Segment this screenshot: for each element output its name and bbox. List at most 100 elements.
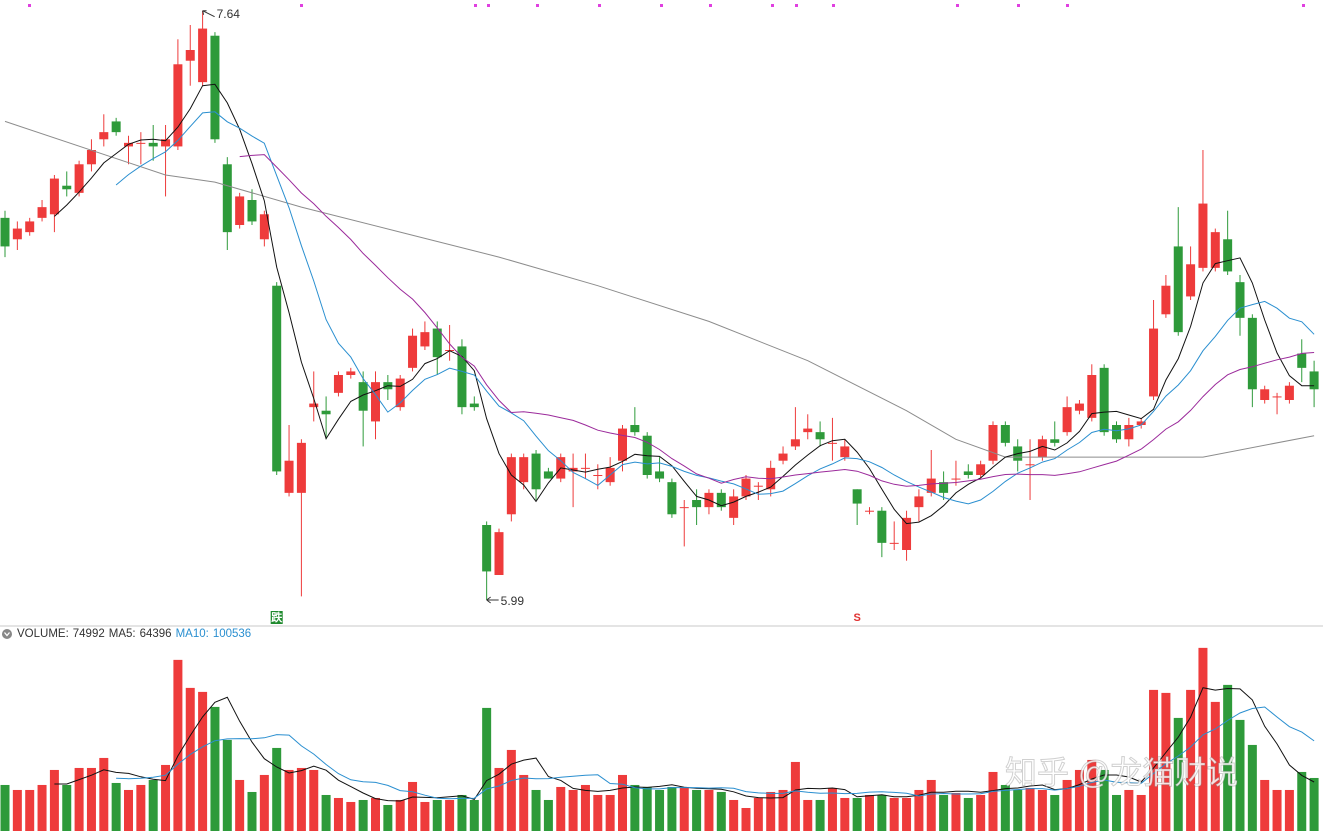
volume-bar xyxy=(840,797,850,831)
candle-body xyxy=(1198,203,1208,268)
volume-bar xyxy=(655,789,665,831)
candle-body xyxy=(358,382,368,411)
candle-body xyxy=(222,164,232,233)
volume-bar xyxy=(198,691,208,831)
candle-body xyxy=(531,453,541,490)
candle-body xyxy=(790,439,800,447)
candle-body xyxy=(25,221,35,233)
volume-bar xyxy=(1062,779,1072,831)
candle-body xyxy=(729,496,739,518)
candle-body xyxy=(519,457,529,483)
volume-bar xyxy=(1223,684,1233,831)
volume-bar xyxy=(371,797,380,831)
volume-bar xyxy=(1013,789,1023,831)
candle-body xyxy=(136,142,146,144)
volume-bar xyxy=(469,799,479,831)
volume-bar xyxy=(778,789,788,831)
candle-body xyxy=(371,382,380,422)
candle-body xyxy=(37,207,47,218)
volume-bar xyxy=(408,781,418,831)
low-annotation: 5.99 xyxy=(501,594,525,608)
volume-bar xyxy=(753,797,763,831)
candle-body xyxy=(1136,421,1146,425)
volume-bar xyxy=(988,771,998,831)
volume-bar xyxy=(0,784,10,831)
volume-bar xyxy=(865,794,874,831)
candle-body xyxy=(1247,317,1257,390)
candle-body xyxy=(1284,385,1294,400)
candle-body xyxy=(161,139,171,147)
candle-body xyxy=(259,214,269,240)
volume-bar xyxy=(12,789,22,831)
candle-body xyxy=(630,425,640,433)
candle-body xyxy=(840,446,850,458)
moving-average xyxy=(115,111,1315,505)
volume-bar xyxy=(136,784,146,831)
volume-bar xyxy=(185,687,195,831)
volume-bar xyxy=(148,779,158,831)
legend-name: MA5: xyxy=(109,628,136,640)
candle-body xyxy=(49,178,59,215)
candle-body xyxy=(593,475,603,476)
volume-bar xyxy=(951,792,961,831)
candle-body xyxy=(1272,396,1282,398)
candle-body xyxy=(741,478,751,497)
annotation-arrow xyxy=(202,10,215,18)
volume-bar xyxy=(210,706,220,831)
candle-body xyxy=(432,328,442,358)
volume-bar xyxy=(346,801,356,831)
volume-bar xyxy=(247,791,257,831)
volume-bar xyxy=(1198,647,1208,831)
candle-body xyxy=(1260,389,1270,400)
candle-body xyxy=(346,371,356,375)
volume-bar xyxy=(580,784,590,831)
candle-body xyxy=(852,489,862,504)
candle-body xyxy=(1087,375,1097,418)
candle-body xyxy=(1112,425,1121,440)
candle-body xyxy=(580,467,590,469)
candle-body xyxy=(1149,328,1159,397)
candle-body xyxy=(1124,425,1134,440)
candle-body xyxy=(951,478,961,480)
volume-bar xyxy=(852,797,862,831)
volume-bar xyxy=(741,807,751,831)
candle-body xyxy=(865,510,874,512)
candle-body xyxy=(1309,371,1319,390)
candle-body xyxy=(62,185,72,190)
volume-bar xyxy=(815,799,825,831)
volume-bar xyxy=(642,786,652,831)
volume-bar xyxy=(679,786,689,831)
volume-bar xyxy=(296,767,306,831)
candle-body xyxy=(148,142,158,147)
volume-bar xyxy=(420,801,430,831)
volume-bar xyxy=(877,794,887,831)
volume-bar xyxy=(1309,777,1319,831)
signal-marker: S xyxy=(853,612,860,624)
volume-bar xyxy=(25,789,35,831)
volume-bar xyxy=(1112,794,1121,831)
candle-body xyxy=(1000,425,1010,443)
candle-body xyxy=(679,507,689,509)
candle-body xyxy=(803,428,813,433)
candle-body xyxy=(284,460,294,493)
volume-bar xyxy=(519,774,529,831)
candle-body xyxy=(185,50,195,61)
volume-bar xyxy=(506,749,516,831)
volume-bar xyxy=(1136,794,1146,831)
candle-body xyxy=(272,285,282,472)
candle-body xyxy=(692,500,702,508)
candle-body xyxy=(543,471,553,479)
volume-bar xyxy=(1284,789,1294,831)
volume-bar xyxy=(358,799,368,831)
signal-marker: 跌 xyxy=(271,610,283,624)
candle-body xyxy=(198,28,208,83)
volume-bar xyxy=(62,784,72,831)
volume-bar xyxy=(667,786,677,831)
candle-body xyxy=(309,403,319,408)
volume-bar xyxy=(1050,794,1060,831)
candle-body xyxy=(99,132,109,140)
candle-body xyxy=(469,403,479,408)
candle-body xyxy=(1297,353,1307,368)
volume-bar xyxy=(1186,689,1196,831)
candle-body xyxy=(210,35,220,140)
